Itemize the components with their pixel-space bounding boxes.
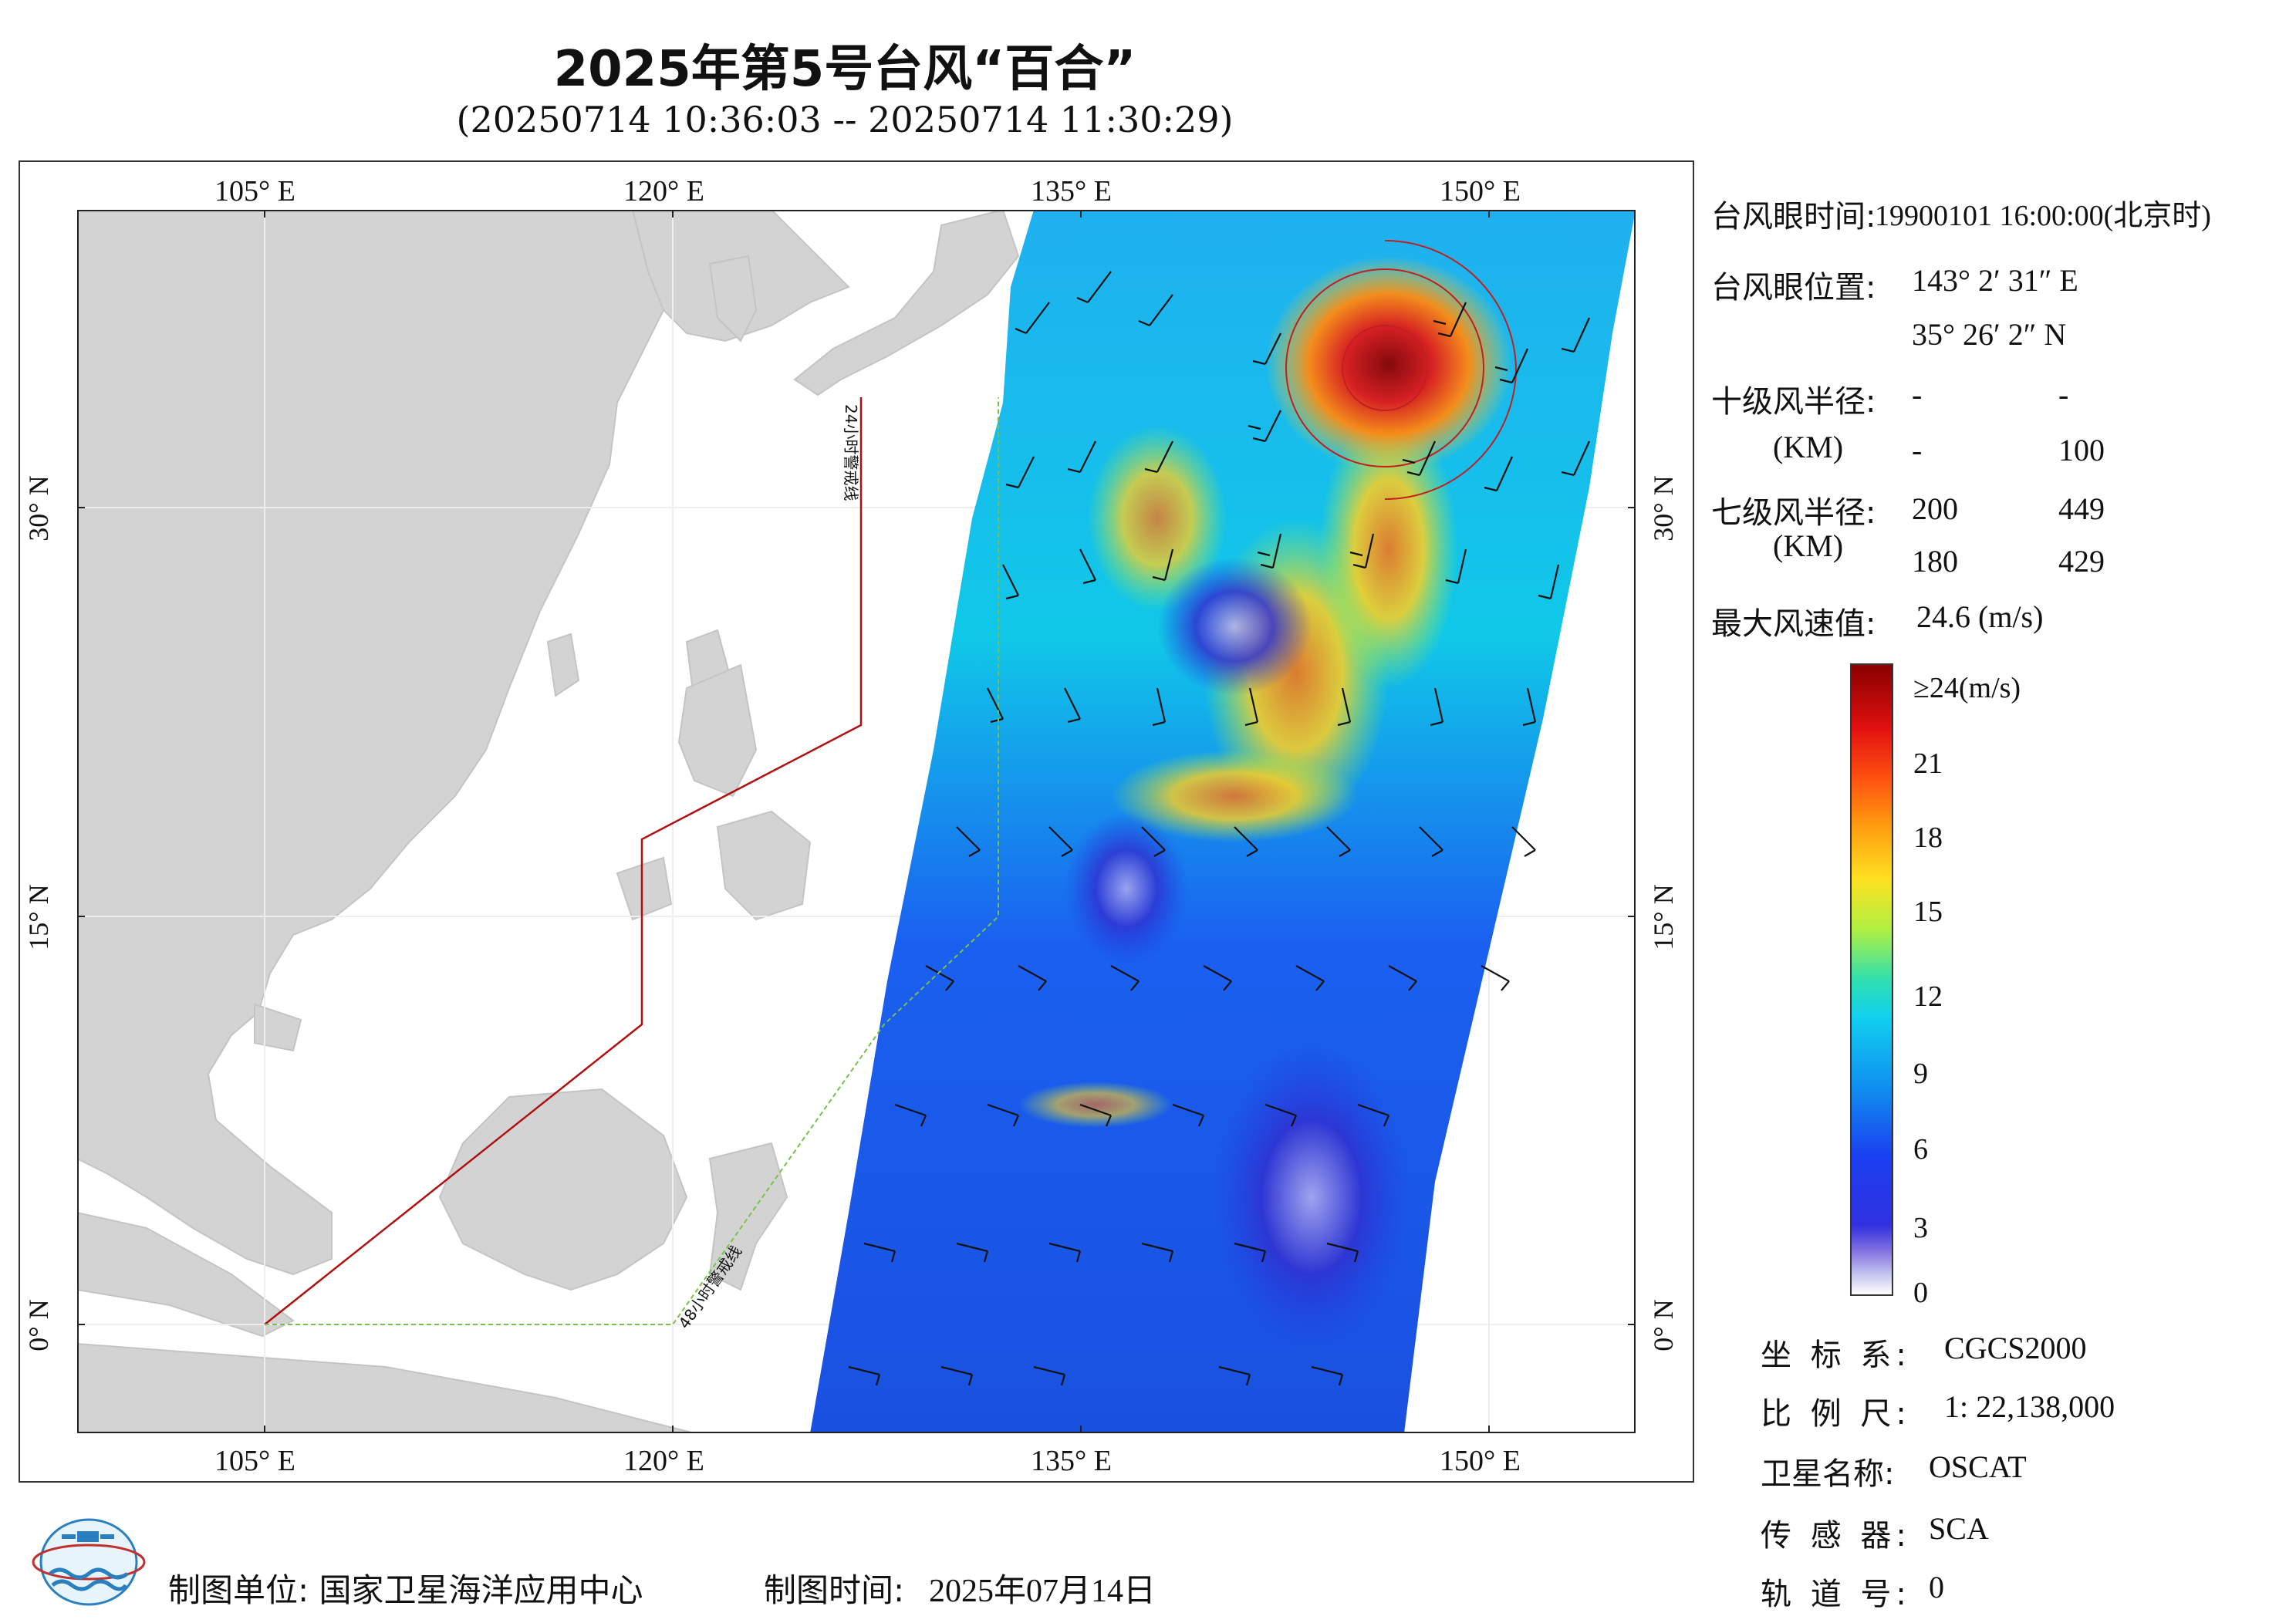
r10-label: 十级风半径: <box>1711 384 1876 420</box>
wind-radius-circles <box>1285 240 1518 500</box>
colorbar-label-3: 3 <box>1913 1212 1928 1244</box>
colorbar-label-12: 12 <box>1913 980 1943 1013</box>
warning-line-24h-label: 24小时警戒线 <box>842 404 860 501</box>
wind-speed-swath <box>810 210 1636 1433</box>
max-wind-value: 24.6 (m/s) <box>1916 599 2044 634</box>
eye-latitude: 35° 26′ 2″ N <box>1912 317 2067 352</box>
colorbar-label-24: ≥24(m/s) <box>1913 672 2021 704</box>
lon-label-top-150: 150° E <box>1440 175 1521 208</box>
orbit-label: 轨 道 号: <box>1761 1577 1911 1612</box>
map-title: 2025年第5号台风“百合” <box>553 41 1136 98</box>
wind-speed-colorbar <box>1850 663 1893 1296</box>
colorbar-label-15: 15 <box>1913 896 1943 928</box>
lon-label-bottom-105: 105° E <box>214 1445 295 1477</box>
r7-value-1: 200 <box>1912 491 1958 526</box>
crs-value: CGCS2000 <box>1944 1331 2087 1365</box>
colorbar-label-18: 18 <box>1913 822 1943 854</box>
scale-label: 比 例 尺: <box>1761 1396 1911 1432</box>
lat-label-right-30: 30° N <box>1648 475 1679 542</box>
r7-value-2: 449 <box>2058 491 2105 526</box>
lat-label-left-30: 30° N <box>23 475 54 542</box>
eye-longitude: 143° 2′ 31″ E <box>1912 263 2078 298</box>
colorbar-label-9: 9 <box>1913 1058 1928 1090</box>
nsoas-logo-icon <box>32 1518 146 1606</box>
production-time-value: 2025年07月14日 <box>929 1574 1156 1609</box>
eye-position-label: 台风眼位置: <box>1711 270 1876 305</box>
colorbar-label-6: 6 <box>1913 1133 1928 1166</box>
warning-line-24h <box>264 397 863 1325</box>
sensor-label: 传 感 器: <box>1761 1518 1911 1554</box>
producer-unit: 制图单位: 国家卫星海洋应用中心 <box>168 1571 643 1609</box>
lon-label-top-135: 135° E <box>1031 175 1112 208</box>
satellite-label: 卫星名称: <box>1761 1456 1895 1492</box>
sensor-value: SCA <box>1929 1511 1989 1546</box>
lon-label-bottom-150: 150° E <box>1440 1445 1521 1477</box>
lat-label-right-0: 0° N <box>1648 1299 1679 1351</box>
wind-field-map: 24小时警戒线 48小时警戒线 <box>77 210 1636 1433</box>
r10-unit: (KM) <box>1773 430 1844 464</box>
r7-value-4: 429 <box>2058 544 2105 579</box>
lon-label-bottom-120: 120° E <box>623 1445 704 1477</box>
orbit-value: 0 <box>1929 1570 1944 1604</box>
r10-value-2: - <box>2058 377 2069 412</box>
eye-time-value: 19900101 16:00:00(北京时) <box>1875 200 2211 232</box>
colorbar-label-0: 0 <box>1913 1277 1928 1309</box>
colorbar-label-21: 21 <box>1913 747 1943 780</box>
r10-value-4: 100 <box>2058 433 2105 467</box>
eye-time-label: 台风眼时间: <box>1711 199 1876 235</box>
production-time-label: 制图时间: <box>764 1571 905 1609</box>
warning-line-48h <box>265 397 999 1325</box>
lon-label-top-120: 120° E <box>623 175 704 208</box>
r10-value-3: - <box>1912 433 1923 467</box>
satellite-value: OSCAT <box>1929 1449 2027 1484</box>
scale-value: 1: 22,138,000 <box>1944 1389 2115 1424</box>
map-frame <box>19 160 1694 1483</box>
lat-label-left-0: 0° N <box>23 1299 54 1351</box>
lat-label-right-15: 15° N <box>1648 884 1679 950</box>
lon-label-bottom-135: 135° E <box>1031 1445 1112 1477</box>
r7-unit: (KM) <box>1773 528 1844 563</box>
crs-label: 坐 标 系: <box>1761 1338 1911 1373</box>
time-range-subtitle: (20250714 10:36:03 -- 20250714 11:30:29) <box>456 99 1234 140</box>
max-wind-label: 最大风速值: <box>1711 606 1876 642</box>
lon-label-top-105: 105° E <box>214 175 295 208</box>
r10-value-1: - <box>1912 377 1923 412</box>
r7-value-3: 180 <box>1912 544 1958 579</box>
axis-ticks <box>77 210 1636 1433</box>
r7-label: 七级风半径: <box>1711 495 1876 531</box>
wind-barbs <box>848 271 1591 1386</box>
lat-label-left-15: 15° N <box>23 884 54 950</box>
